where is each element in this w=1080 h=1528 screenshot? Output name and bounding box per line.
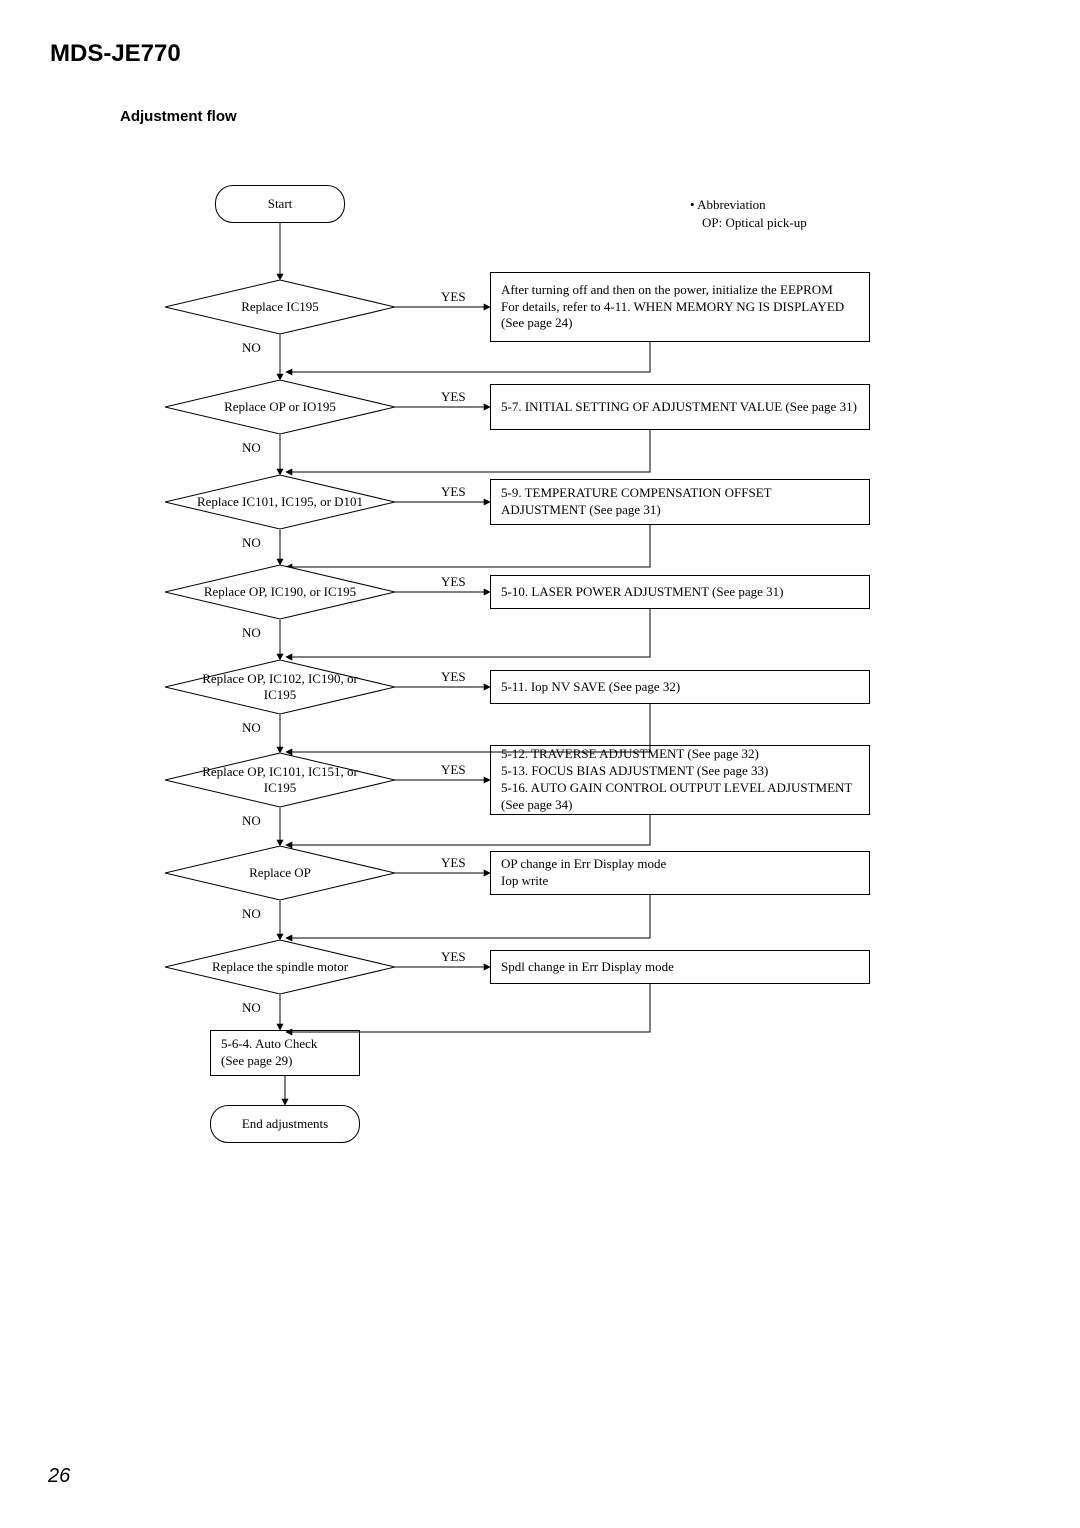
decision-text-4: Replace OP, IC102, IC190, or IC195 xyxy=(165,660,395,714)
decision-3: Replace OP, IC190, or IC195 xyxy=(165,565,395,619)
start-terminal: Start xyxy=(215,185,345,223)
decision-5: Replace OP, IC101, IC151, or IC195 xyxy=(165,753,395,807)
yes-label-6: YES xyxy=(441,855,466,871)
action-6: OP change in Err Display modeIop write xyxy=(490,851,870,895)
no-label-5: NO xyxy=(242,813,261,829)
no-label-2: NO xyxy=(242,535,261,551)
action-5: 5-12. TRAVERSE ADJUSTMENT (See page 32)5… xyxy=(490,745,870,815)
no-label-0: NO xyxy=(242,340,261,356)
action-2: 5-9. TEMPERATURE COMPENSATION OFFSET ADJ… xyxy=(490,479,870,525)
decision-text-7: Replace the spindle motor xyxy=(165,940,395,994)
decision-1: Replace OP or IO195 xyxy=(165,380,395,434)
yes-label-7: YES xyxy=(441,949,466,965)
decision-7: Replace the spindle motor xyxy=(165,940,395,994)
no-label-7: NO xyxy=(242,1000,261,1016)
decision-text-1: Replace OP or IO195 xyxy=(165,380,395,434)
action-3: 5-10. LASER POWER ADJUSTMENT (See page 3… xyxy=(490,575,870,609)
decision-text-0: Replace IC195 xyxy=(165,280,395,334)
decision-text-6: Replace OP xyxy=(165,846,395,900)
no-label-4: NO xyxy=(242,720,261,736)
yes-label-5: YES xyxy=(441,762,466,778)
yes-label-2: YES xyxy=(441,484,466,500)
decision-text-3: Replace OP, IC190, or IC195 xyxy=(165,565,395,619)
decision-4: Replace OP, IC102, IC190, or IC195 xyxy=(165,660,395,714)
end-terminal: End adjustments xyxy=(210,1105,360,1143)
action-1: 5-7. INITIAL SETTING OF ADJUSTMENT VALUE… xyxy=(490,384,870,430)
action-4: 5-11. Iop NV SAVE (See page 32) xyxy=(490,670,870,704)
yes-label-4: YES xyxy=(441,669,466,685)
decision-6: Replace OP xyxy=(165,846,395,900)
decision-text-2: Replace IC101, IC195, or D101 xyxy=(165,475,395,529)
action-7: Spdl change in Err Display mode xyxy=(490,950,870,984)
no-label-1: NO xyxy=(242,440,261,456)
decision-0: Replace IC195 xyxy=(165,280,395,334)
action-0: After turning off and then on the power,… xyxy=(490,272,870,342)
no-label-3: NO xyxy=(242,625,261,641)
decision-2: Replace IC101, IC195, or D101 xyxy=(165,475,395,529)
yes-label-3: YES xyxy=(441,574,466,590)
no-label-6: NO xyxy=(242,906,261,922)
autocheck-box: 5-6-4. Auto Check(See page 29) xyxy=(210,1030,360,1076)
yes-label-1: YES xyxy=(441,389,466,405)
yes-label-0: YES xyxy=(441,289,466,305)
decision-text-5: Replace OP, IC101, IC151, or IC195 xyxy=(165,753,395,807)
